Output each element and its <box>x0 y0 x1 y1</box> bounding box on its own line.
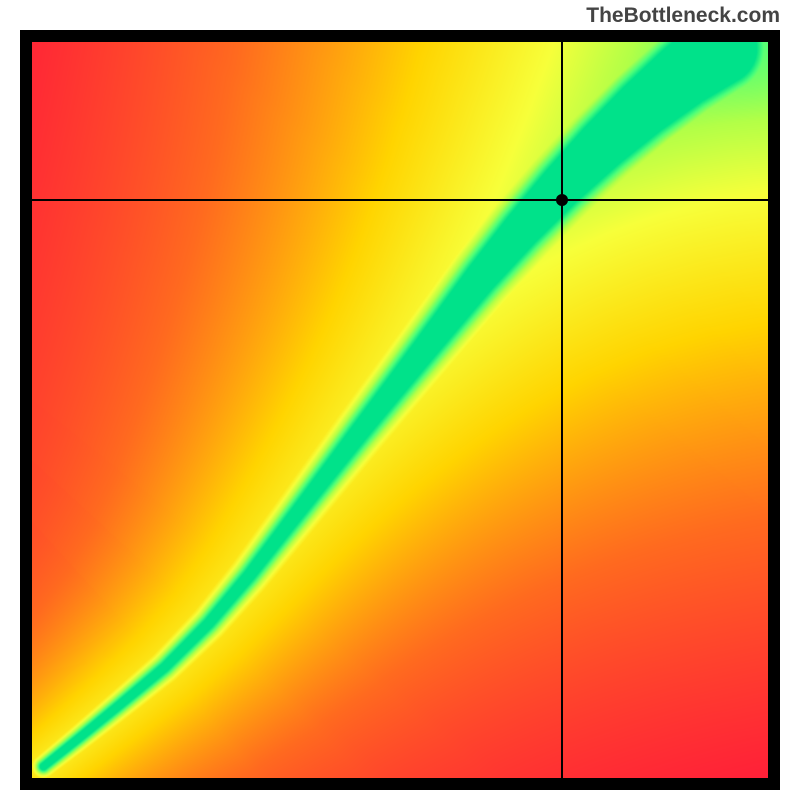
heatmap-canvas <box>32 42 768 778</box>
attribution-text: TheBottleneck.com <box>586 4 780 28</box>
chart-container: { "attribution": { "text": "TheBottlenec… <box>0 0 800 800</box>
crosshair-horizontal <box>32 199 768 201</box>
crosshair-vertical <box>561 42 563 778</box>
plot-area <box>20 30 780 790</box>
crosshair-marker[interactable] <box>556 194 568 206</box>
